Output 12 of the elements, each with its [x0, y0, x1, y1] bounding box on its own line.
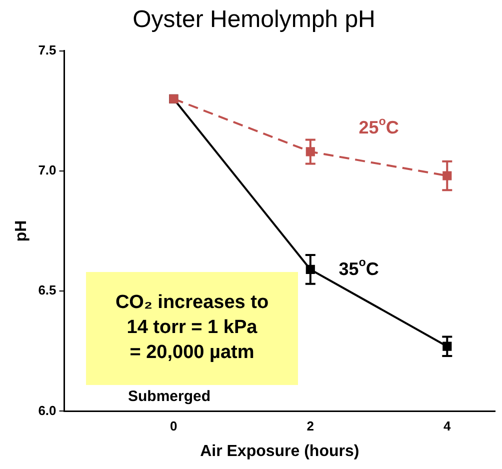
- x-axis-title: Air Exposure (hours): [200, 442, 360, 460]
- annotation: CO₂ increases to 14 torr = 1 kPa = 20,000 µatm: [86, 272, 298, 385]
- x-tick-label: 2: [306, 418, 314, 434]
- y-tick-label: 7.0: [38, 162, 56, 178]
- annotation: Submerged: [128, 388, 211, 405]
- y-tick-label: 6.0: [38, 402, 56, 418]
- y-axis-title: pH: [13, 220, 30, 242]
- y-tick-label: 6.5: [38, 282, 56, 298]
- chart-title: Oyster Hemolymph pH: [132, 6, 376, 34]
- x-tick-label: 4: [444, 418, 452, 434]
- x-tick-label: 0: [170, 418, 178, 434]
- y-tick-label: 7.5: [38, 42, 56, 58]
